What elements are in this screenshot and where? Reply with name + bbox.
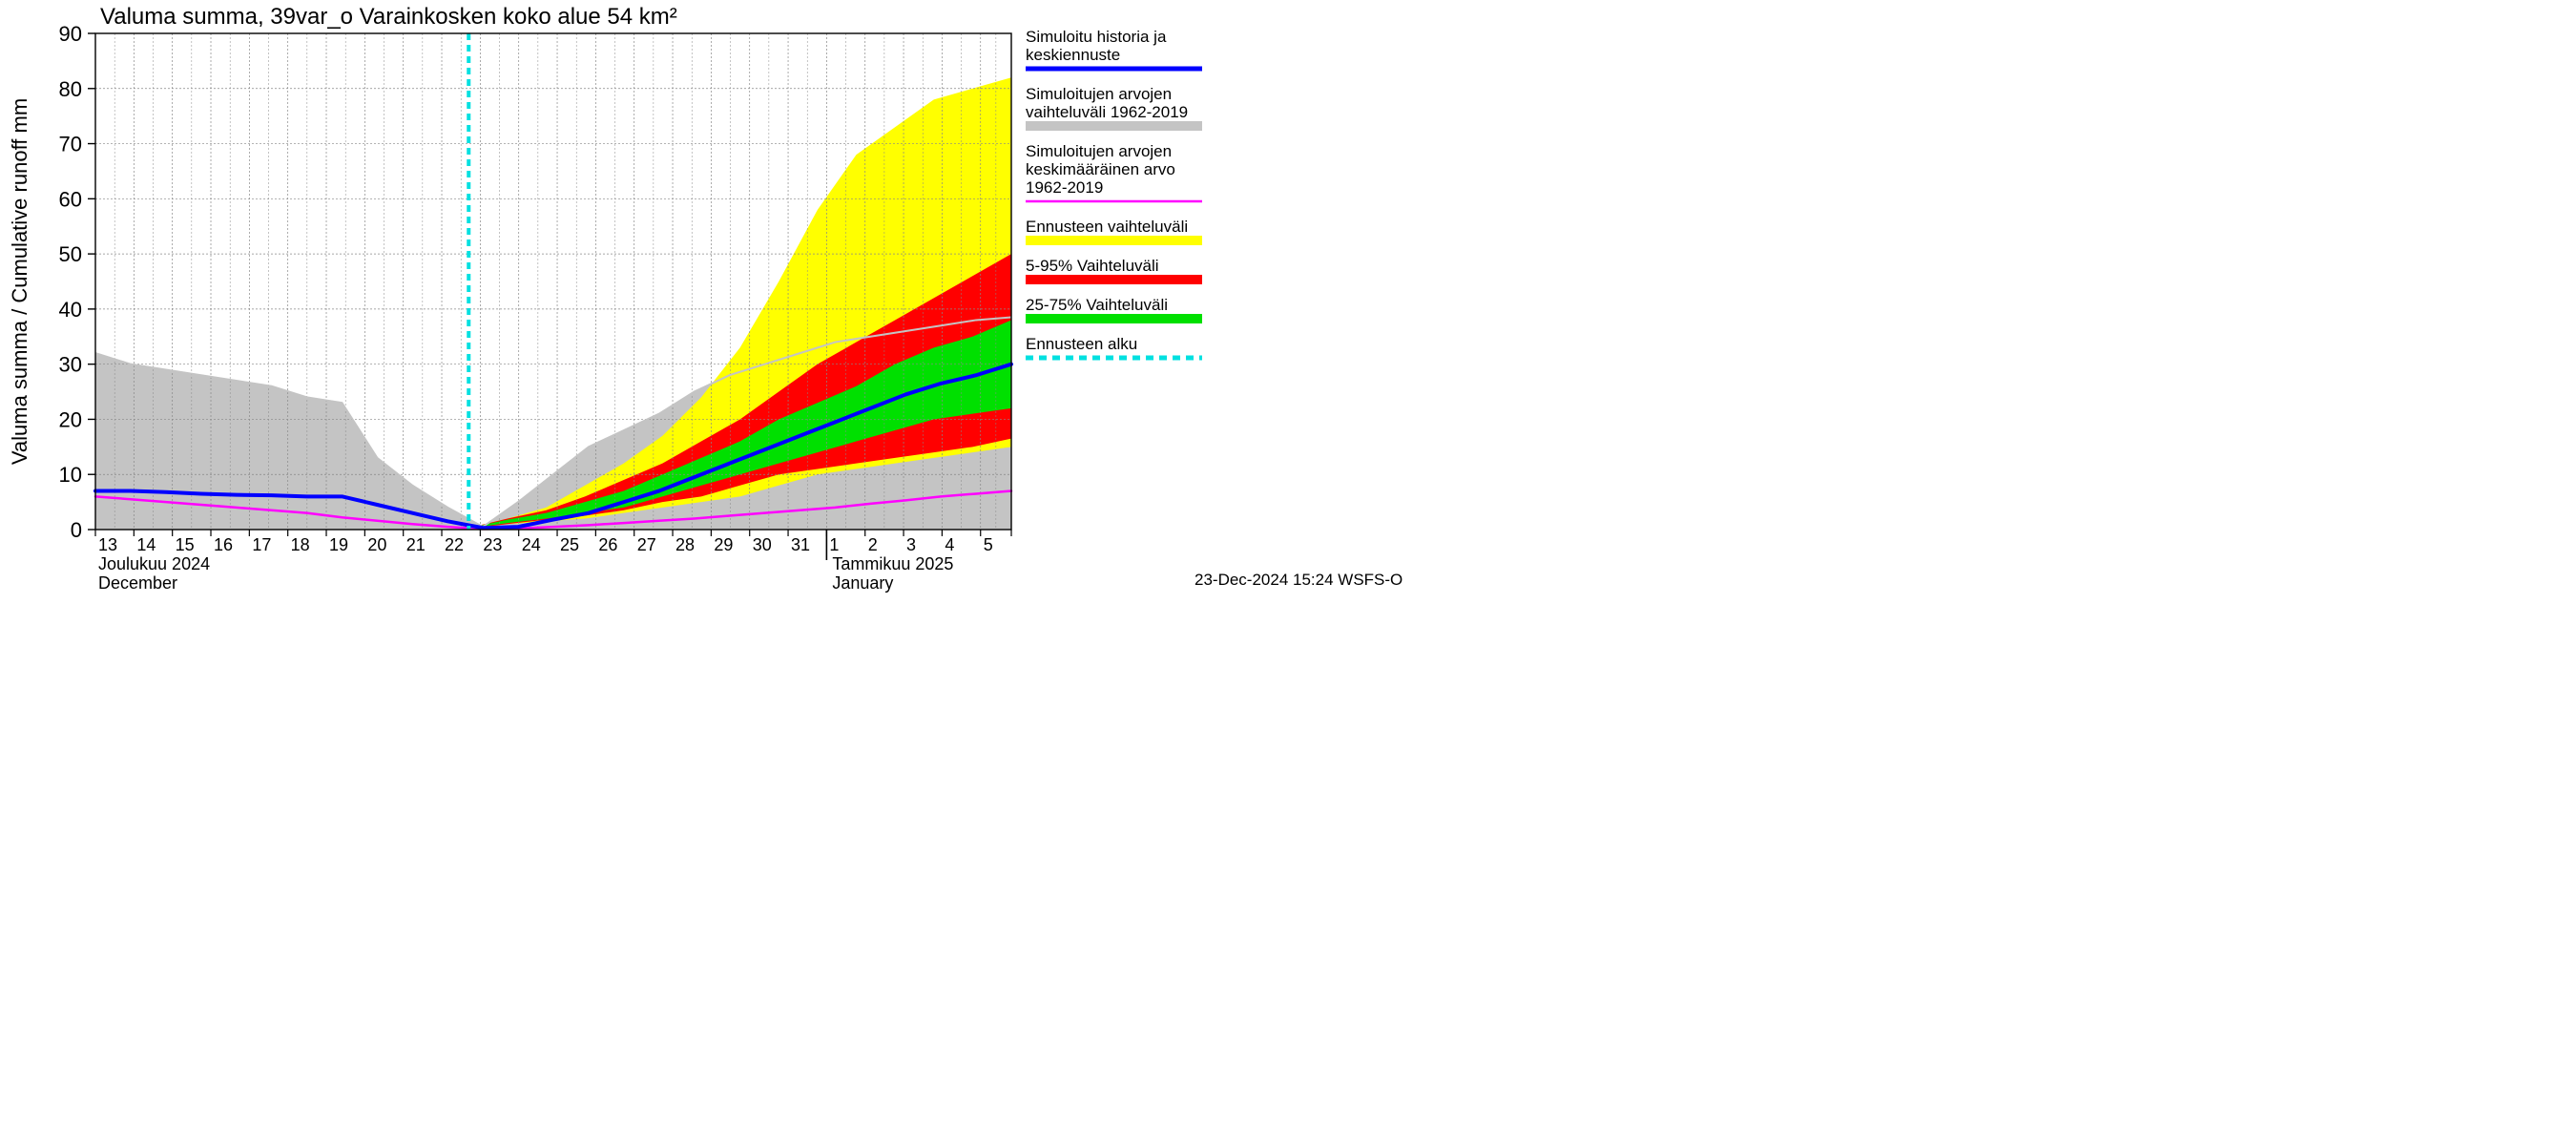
svg-text:1: 1	[829, 535, 839, 554]
svg-text:16: 16	[214, 535, 233, 554]
svg-text:40: 40	[59, 298, 82, 322]
svg-text:21: 21	[406, 535, 426, 554]
legend-swatch-4	[1026, 275, 1202, 284]
legend-swatch-3	[1026, 236, 1202, 245]
svg-text:90: 90	[59, 22, 82, 46]
svg-text:25: 25	[560, 535, 579, 554]
legend-label-1: Simuloitujen arvojen	[1026, 85, 1172, 103]
svg-text:23: 23	[483, 535, 502, 554]
svg-text:19: 19	[329, 535, 348, 554]
svg-text:28: 28	[675, 535, 695, 554]
month-right-en: January	[832, 573, 893, 593]
legend-label-1: vaihteluväli 1962-2019	[1026, 103, 1188, 121]
svg-text:3: 3	[906, 535, 916, 554]
svg-text:0: 0	[71, 518, 82, 542]
legend-label-2: keskimääräinen arvo	[1026, 160, 1175, 178]
svg-text:4: 4	[945, 535, 954, 554]
legend-label-2: Simuloitujen arvojen	[1026, 142, 1172, 160]
svg-text:13: 13	[98, 535, 117, 554]
legend-swatch-1	[1026, 121, 1202, 131]
svg-text:80: 80	[59, 77, 82, 101]
svg-text:31: 31	[791, 535, 810, 554]
legend-label-0: Simuloitu historia ja	[1026, 28, 1167, 46]
legend-label-6: Ennusteen alku	[1026, 335, 1137, 353]
svg-text:60: 60	[59, 187, 82, 211]
svg-text:15: 15	[176, 535, 195, 554]
legend-label-3: Ennusteen vaihteluväli	[1026, 218, 1188, 236]
svg-text:26: 26	[598, 535, 617, 554]
svg-text:20: 20	[59, 407, 82, 431]
svg-text:30: 30	[753, 535, 772, 554]
legend-swatch-5	[1026, 314, 1202, 323]
svg-text:17: 17	[252, 535, 271, 554]
svg-text:27: 27	[637, 535, 656, 554]
y-axis-label: Valuma summa / Cumulative runoff mm	[8, 98, 31, 465]
chart-title: Valuma summa, 39var_o Varainkosken koko …	[100, 4, 677, 30]
svg-text:20: 20	[367, 535, 386, 554]
legend-label-0: keskiennuste	[1026, 46, 1120, 64]
chart-container: 0102030405060708090131415161718192021222…	[0, 0, 1431, 636]
svg-text:22: 22	[445, 535, 464, 554]
legend: Simuloitu historia jakeskiennuste Simuloi…	[1026, 28, 1202, 358]
month-right-fi: Tammikuu 2025	[832, 554, 953, 573]
svg-text:24: 24	[522, 535, 541, 554]
svg-text:30: 30	[59, 353, 82, 377]
svg-text:70: 70	[59, 133, 82, 156]
svg-text:2: 2	[868, 535, 878, 554]
footer-timestamp: 23-Dec-2024 15:24 WSFS-O	[1195, 571, 1402, 589]
chart-svg: 0102030405060708090131415161718192021222…	[0, 0, 1431, 636]
legend-label-5: 25-75% Vaihteluväli	[1026, 296, 1168, 314]
svg-text:14: 14	[136, 535, 156, 554]
svg-text:18: 18	[291, 535, 310, 554]
legend-label-4: 5-95% Vaihteluväli	[1026, 257, 1159, 275]
svg-text:10: 10	[59, 463, 82, 487]
month-left-en: December	[98, 573, 177, 593]
svg-text:5: 5	[984, 535, 993, 554]
month-left-fi: Joulukuu 2024	[98, 554, 210, 573]
legend-label-2: 1962-2019	[1026, 178, 1103, 197]
svg-text:29: 29	[714, 535, 733, 554]
svg-text:50: 50	[59, 242, 82, 266]
